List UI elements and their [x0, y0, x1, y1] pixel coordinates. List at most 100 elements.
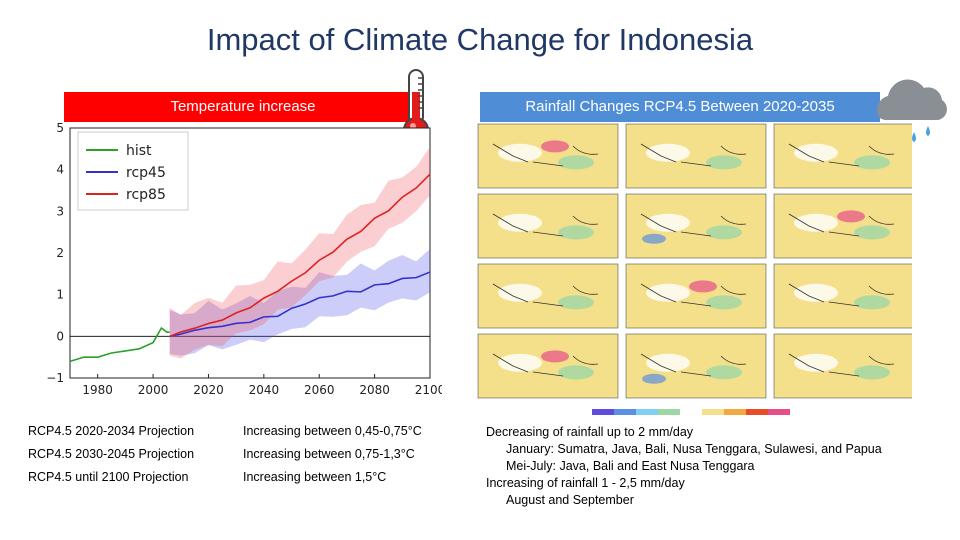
- legend-label: hist: [126, 143, 152, 159]
- map-patch: [706, 295, 742, 310]
- map-patch: [794, 353, 838, 372]
- legend-label: rcp45: [126, 165, 166, 181]
- map-panel: [625, 123, 767, 189]
- hist-line: [69, 326, 170, 363]
- map-patch: [854, 225, 890, 240]
- map-patch: [854, 155, 890, 170]
- map-patch: [498, 353, 542, 372]
- x-tick-label: 2040: [249, 383, 280, 397]
- map-patch: [646, 283, 690, 302]
- map-patch: [642, 233, 666, 244]
- map-patch: [854, 365, 890, 380]
- map-patch: [794, 143, 838, 162]
- rainfall-notes: Decreasing of rainfall up to 2 mm/day Ja…: [486, 424, 882, 509]
- y-tick-label: −1: [46, 371, 64, 385]
- map-patch: [837, 210, 865, 223]
- map-coastline: [640, 283, 747, 307]
- x-tick-label: 2080: [359, 383, 390, 397]
- temperature-banner: Temperature increase: [64, 92, 422, 122]
- color-scale-swatch: [592, 409, 614, 415]
- map-patch: [794, 213, 838, 232]
- map-panel: [773, 123, 912, 189]
- map-panel: [773, 193, 912, 259]
- legend-label: rcp85: [126, 187, 166, 203]
- projection-value-2: Increasing between 0,75-1,3°C: [243, 447, 415, 461]
- map-coastline: [492, 143, 599, 167]
- projection-value-1: Increasing between 0,45-0,75°C: [243, 424, 422, 438]
- projection-label-2: RCP4.5 2030-2045 Projection: [28, 447, 195, 461]
- map-panel: [773, 333, 912, 399]
- map-panel: [625, 263, 767, 329]
- y-tick-label: 5: [56, 121, 64, 135]
- temperature-chart: −1 0 1 2 3 4 5 1980 2000 2020 2040 2060 2080 2100 hist…: [46, 121, 442, 397]
- map-patch: [558, 225, 594, 240]
- map-coastline: [788, 283, 895, 307]
- map-coastline: [640, 143, 747, 167]
- map-patch: [541, 350, 569, 363]
- map-panel: [773, 263, 912, 329]
- x-tick-label: 2020: [193, 383, 224, 397]
- x-tick-label: 2000: [138, 383, 169, 397]
- x-tick-label: 2060: [304, 383, 335, 397]
- map-coastline: [492, 283, 599, 307]
- page-title: Impact of Climate Change for Indonesia: [206, 22, 754, 57]
- rainfall-banner: Rainfall Changes RCP4.5 Between 2020-203…: [480, 92, 880, 122]
- rcp45-band: [169, 248, 430, 356]
- color-scale-swatch: [702, 409, 724, 415]
- y-tick-label: 2: [56, 246, 64, 260]
- map-patch: [794, 283, 838, 302]
- rainfall-maps: [477, 123, 912, 415]
- map-coastline: [788, 143, 895, 167]
- map-panel: [625, 193, 767, 259]
- map-panel: [477, 193, 619, 259]
- map-coastline: [640, 213, 747, 237]
- y-tick-label: 4: [56, 163, 64, 177]
- map-patch: [498, 143, 542, 162]
- map-coastline: [788, 213, 895, 237]
- map-panel: [625, 333, 767, 399]
- map-patch: [706, 225, 742, 240]
- map-patch: [541, 140, 569, 153]
- rainfall-increase-line-1: August and September: [506, 493, 634, 507]
- rainfall-decrease-line-1: January: Sumatra, Java, Bali, Nusa Tengg…: [506, 442, 882, 456]
- x-tick-label: 1980: [82, 383, 113, 397]
- map-panel: [477, 123, 619, 189]
- map-patch: [646, 143, 690, 162]
- y-tick-label: 0: [56, 329, 64, 343]
- y-tick-label: 1: [56, 288, 64, 302]
- projection-label-1: RCP4.5 2020-2034 Projection: [28, 424, 195, 438]
- map-coastline: [788, 353, 895, 377]
- map-patch: [646, 213, 690, 232]
- color-scale-swatch: [746, 409, 768, 415]
- map-patch: [706, 155, 742, 170]
- projection-value-3: Increasing between 1,5°C: [243, 470, 387, 484]
- color-scale-swatch: [636, 409, 658, 415]
- map-patch: [558, 155, 594, 170]
- color-scale-swatch: [614, 409, 636, 415]
- map-coastline: [640, 353, 747, 377]
- rcp85-line: [169, 173, 431, 338]
- map-patch: [558, 295, 594, 310]
- map-panel: [477, 263, 619, 329]
- color-scale-swatch: [680, 409, 702, 415]
- rainfall-increase: Increasing of rainfall 1 - 2,5 mm/day: [486, 476, 685, 490]
- map-patch: [646, 353, 690, 372]
- map-patch: [558, 365, 594, 380]
- map-patch: [854, 295, 890, 310]
- color-scale-swatch: [658, 409, 680, 415]
- map-patch: [642, 373, 666, 384]
- map-patch: [689, 280, 717, 293]
- rcp45-line: [169, 271, 431, 338]
- map-patch: [498, 283, 542, 302]
- rainfall-decrease: Decreasing of rainfall up to 2 mm/day: [486, 425, 694, 439]
- map-coastline: [492, 213, 599, 237]
- map-panel: [477, 333, 619, 399]
- color-scale-swatch: [724, 409, 746, 415]
- projection-label-3: RCP4.5 until 2100 Projection: [28, 470, 189, 484]
- map-patch: [706, 365, 742, 380]
- rcp85-band: [169, 146, 430, 359]
- map-coastline: [492, 353, 599, 377]
- map-patch: [498, 213, 542, 232]
- rainfall-decrease-line-2: Mei-July: Java, Bali and East Nusa Tengg…: [506, 459, 755, 473]
- color-scale-swatch: [768, 409, 790, 415]
